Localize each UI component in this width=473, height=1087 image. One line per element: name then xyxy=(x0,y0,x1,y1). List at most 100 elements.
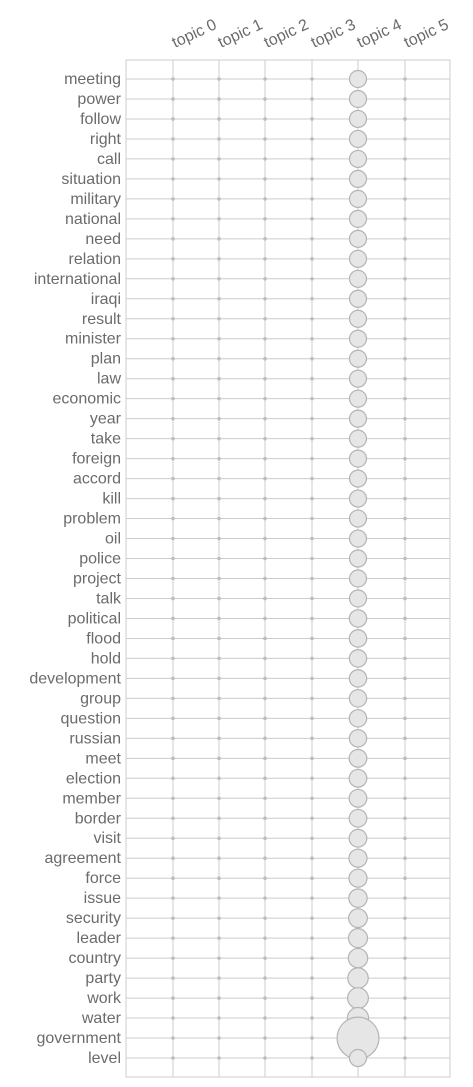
term-topic-dot xyxy=(310,1056,314,1060)
term-topic-dot xyxy=(171,756,175,761)
term-label: relation xyxy=(69,251,121,268)
term-topic-dot xyxy=(171,676,175,681)
term-topic-dot xyxy=(171,776,175,781)
term-topic-bubble xyxy=(348,69,368,89)
term-topic-dot xyxy=(217,436,221,441)
term-topic-dot xyxy=(171,696,175,701)
term-topic-dot xyxy=(171,816,175,821)
term-label: take xyxy=(91,431,121,448)
term-label: national xyxy=(65,211,121,228)
term-topic-dot xyxy=(263,436,267,441)
term-topic-dot xyxy=(403,696,407,701)
term-topic-bubble xyxy=(348,209,368,228)
term-topic-dot xyxy=(310,1036,314,1040)
term-topic-dot xyxy=(403,716,407,721)
term-topic-dot xyxy=(263,356,267,361)
term-label: minister xyxy=(65,331,122,348)
term-topic-dot xyxy=(263,556,267,561)
term-topic-dot xyxy=(171,496,175,501)
term-topic-dot xyxy=(217,157,221,161)
term-topic-bubble xyxy=(348,768,368,788)
term-topic-dot xyxy=(217,1036,221,1040)
term-topic-dot xyxy=(217,556,221,561)
topic-label: topic 4 xyxy=(355,16,405,51)
term-topic-dot xyxy=(171,956,175,960)
term-topic-dot xyxy=(310,616,314,621)
term-topic-dot xyxy=(263,836,267,841)
term-label: call xyxy=(97,151,121,168)
term-topic-dot xyxy=(310,157,314,161)
term-topic-bubble xyxy=(348,409,368,428)
term-topic-dot xyxy=(171,117,175,121)
term-topic-dot xyxy=(403,996,407,1000)
term-topic-dot xyxy=(403,376,407,381)
term-topic-bubble xyxy=(348,249,368,268)
term-topic-dot xyxy=(263,976,267,980)
term-label: military xyxy=(70,191,121,208)
term-topic-bubble xyxy=(348,788,368,808)
term-topic-dot xyxy=(263,157,267,161)
term-topic-dot xyxy=(171,137,175,141)
term-topic-bubble xyxy=(348,289,368,308)
term-topic-dot xyxy=(217,277,221,281)
term-label: level xyxy=(88,1050,121,1067)
term-topic-dot xyxy=(403,556,407,561)
term-topic-dot xyxy=(403,576,407,581)
term-topic-dot xyxy=(403,876,407,880)
term-topic-dot xyxy=(217,296,221,301)
term-topic-dot xyxy=(217,896,221,900)
term-topic-dot xyxy=(403,416,407,421)
term-topic-dot xyxy=(310,896,314,900)
term-topic-dot xyxy=(403,596,407,601)
term-topic-dot xyxy=(310,177,314,181)
term-topic-dot xyxy=(217,716,221,721)
term-topic-dot xyxy=(403,476,407,481)
term-topic-dot xyxy=(217,496,221,501)
term-topic-dot xyxy=(217,416,221,421)
term-topic-dot xyxy=(310,916,314,920)
term-topic-bubble xyxy=(348,369,368,388)
term-label: meet xyxy=(85,750,121,767)
term-topic-dot xyxy=(217,696,221,701)
term-topic-dot xyxy=(217,336,221,341)
term-topic-dot xyxy=(310,516,314,521)
term-topic-dot xyxy=(263,257,267,261)
term-topic-dot xyxy=(171,456,175,461)
term-topic-dot xyxy=(310,396,314,401)
term-topic-dot xyxy=(403,656,407,661)
term-label: power xyxy=(77,91,121,108)
term-topic-dot xyxy=(171,197,175,201)
term-topic-dot xyxy=(171,97,175,101)
term-topic-dot xyxy=(310,257,314,261)
term-topic-dot xyxy=(217,1016,221,1020)
term-topic-bubble xyxy=(348,689,368,708)
term-topic-dot xyxy=(263,336,267,341)
term-topic-bubble xyxy=(348,888,368,908)
term-topic-bubble xyxy=(348,349,368,368)
term-label: group xyxy=(80,690,121,707)
term-topic-bubble xyxy=(348,609,368,628)
term-topic-dot xyxy=(263,856,267,861)
term-topic-dot xyxy=(171,277,175,281)
term-topic-dot xyxy=(403,536,407,541)
term-topic-dot xyxy=(171,976,175,980)
term-topic-dot xyxy=(310,536,314,541)
term-topic-dot xyxy=(403,736,407,741)
term-topic-dot xyxy=(310,496,314,501)
term-topic-dot xyxy=(171,916,175,920)
term-topic-dot xyxy=(310,856,314,861)
term-topic-dot xyxy=(403,237,407,241)
term-topic-dot xyxy=(263,996,267,1000)
term-topic-bubble xyxy=(348,669,368,688)
topic-label: topic 0 xyxy=(170,16,220,51)
term-topic-dot xyxy=(310,936,314,940)
term-topic-dot xyxy=(217,356,221,361)
term-label: accord xyxy=(73,471,121,488)
term-topic-dot xyxy=(403,896,407,900)
term-topic-dot xyxy=(310,77,314,81)
term-topic-bubble xyxy=(347,987,369,1010)
term-topic-dot xyxy=(217,516,221,521)
term-topic-dot xyxy=(403,257,407,261)
term-topic-dot xyxy=(263,476,267,481)
term-topic-dot xyxy=(310,796,314,801)
